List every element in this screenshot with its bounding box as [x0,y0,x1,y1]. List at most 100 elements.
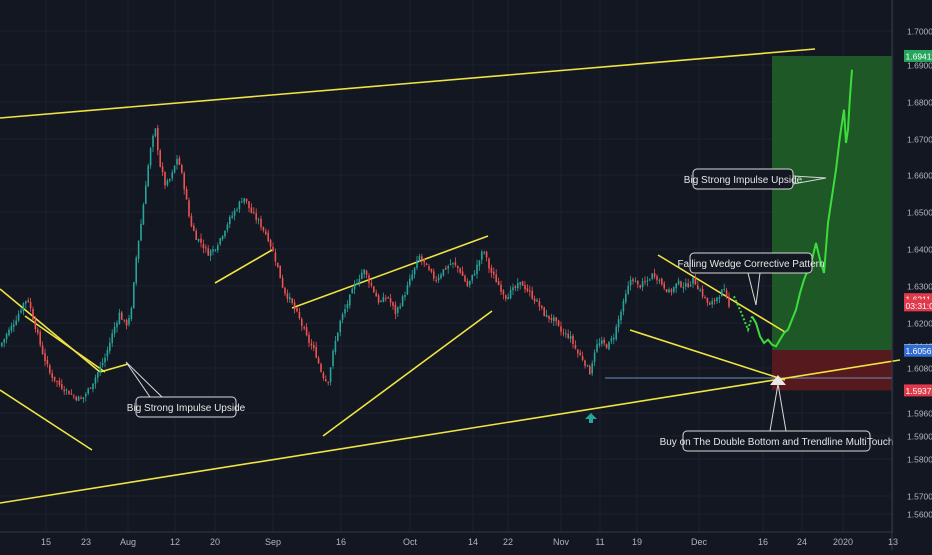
candle-body [27,300,29,302]
candle-body [299,312,301,318]
candle-body [311,343,313,345]
candle-body [558,320,560,325]
candle-body [380,301,382,302]
candle-body [188,200,190,216]
candle-body [416,260,418,268]
candle-body [699,290,701,291]
candle-body [505,295,507,298]
candle-body [243,198,245,202]
candle-body [263,227,265,230]
candle-body [457,266,459,268]
price-tick-label: 1.68000 [907,98,932,108]
price-tick-label: 1.59600 [907,409,932,419]
candle-body [500,285,502,292]
candle-body [97,372,99,377]
candle-body [486,252,488,258]
candle-body [49,365,51,373]
candle-body [251,207,253,213]
candle-body [102,363,104,366]
candle-body [359,279,361,282]
candle-body [606,344,608,348]
price-tick-label: 1.58000 [907,455,932,465]
candle-body [632,279,634,281]
candle-body [546,315,548,317]
time-tick-label: 20 [210,537,220,547]
candle-body [159,151,161,167]
price-tag-label: 1.59378 [906,386,932,396]
candle-body [265,231,267,234]
candle-body [697,285,699,289]
candle-body [354,284,356,289]
candle-body [361,273,363,279]
candle-body [306,327,308,335]
candle-body [75,397,77,400]
candle-body [193,226,195,231]
time-tick-label: 24 [797,537,807,547]
candle-body [90,388,92,389]
candle-body [200,238,202,242]
time-tick-label: Sep [265,537,281,547]
candle-body [155,129,157,137]
candle-body [656,276,658,280]
candle-body [608,342,610,350]
candle-body [347,304,349,308]
candle-body [673,287,675,292]
candle-body [709,303,711,305]
candle-body [337,333,339,341]
time-tick-label: Oct [403,537,418,547]
price-tick-label: 1.57000 [907,492,932,502]
candle-body [203,244,205,248]
candle-body [42,345,44,354]
candle-body [169,179,171,180]
candle-body [421,256,423,260]
candle-body [318,358,320,363]
candle-body [83,397,85,399]
candle-body [611,338,613,341]
candle-body [591,363,593,373]
candle-body [231,216,233,218]
candle-body [320,364,322,372]
candle-body [639,285,641,287]
candle-body [157,128,159,150]
candle-body [551,318,553,320]
candle-body [531,291,533,299]
candle-body [239,202,241,210]
price-tick-label: 1.69000 [907,61,932,71]
candle-body [327,382,329,383]
candle-body [498,281,500,285]
candle-body [719,297,721,299]
price-tick-label: 1.64000 [907,245,932,255]
candle-body [411,274,413,279]
candle-body [601,340,603,343]
candle-body [332,351,334,366]
candle-body [39,332,41,345]
candle-body [176,159,178,164]
candle-body [368,275,370,283]
candle-body [61,384,63,389]
candle-body [287,293,289,299]
candle-body [615,327,617,340]
price-tick-label: 1.56000 [907,510,932,520]
candle-body [303,327,305,328]
candle-body [289,297,291,299]
candle-body [512,287,514,290]
candle-body [164,172,166,185]
candle-body [145,186,147,205]
candle-body [570,336,572,339]
candle-body [150,148,152,165]
candle-body [253,212,255,213]
price-tag-label: 1.60569 [906,346,932,356]
candle-body [205,247,207,248]
candle-body [721,290,723,297]
candle-body [212,249,214,251]
candle-body [378,295,380,302]
candle-body [351,289,353,294]
candle-body [536,300,538,302]
candle-body [171,172,173,178]
time-tick-label: 23 [81,537,91,547]
time-tick-label: Dec [691,537,708,547]
candle-body [267,233,269,241]
candle-body [464,276,466,282]
